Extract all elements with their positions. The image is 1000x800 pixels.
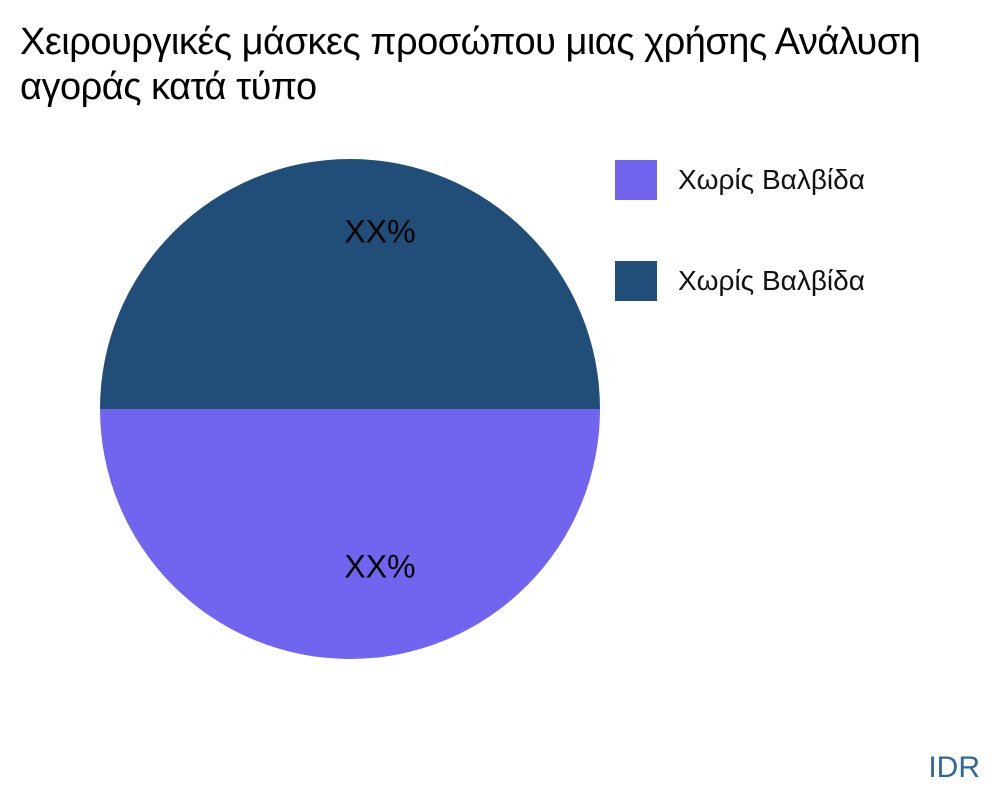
legend-item: Χωρίς Βαλβίδα	[615, 261, 865, 301]
legend-swatch-icon	[615, 160, 657, 200]
pie-svg	[100, 159, 600, 659]
legend: Χωρίς Βαλβίδα Χωρίς Βαλβίδα	[615, 160, 865, 301]
legend-label: Χωρίς Βαλβίδα	[678, 164, 865, 195]
slice-label: XX%	[344, 548, 416, 584]
legend-swatch-icon	[615, 261, 657, 301]
legend-label: Χωρίς Βαλβίδα	[678, 265, 865, 296]
watermark: IDR	[928, 751, 980, 784]
chart-title: Χειρουργικές μάσκες προσώπου μιας χρήσης…	[20, 21, 921, 108]
slice-label: XX%	[344, 213, 416, 249]
legend-item: Χωρίς Βαλβίδα	[615, 160, 865, 200]
pie-chart: XX% XX%	[100, 159, 600, 659]
